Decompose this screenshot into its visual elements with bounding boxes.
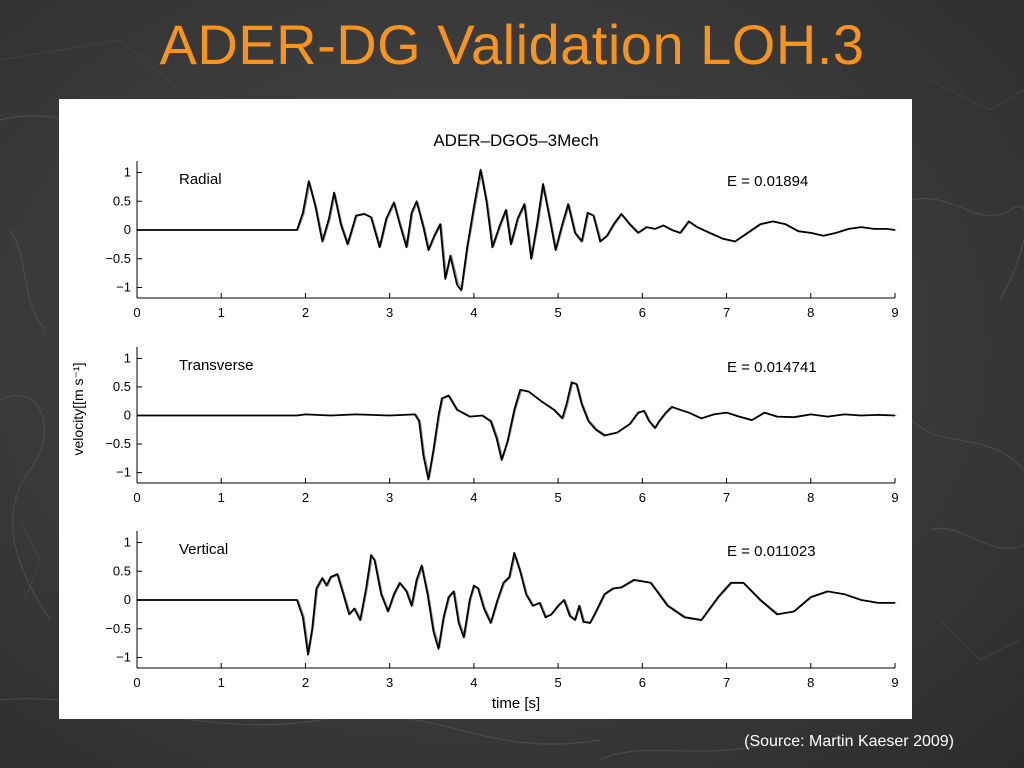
y-tick-label: −0.5 xyxy=(105,621,131,636)
y-tick-label: 1 xyxy=(124,350,131,365)
x-tick-label: 8 xyxy=(807,675,814,690)
x-tick-label: 8 xyxy=(807,305,814,320)
x-tick-label: 6 xyxy=(639,305,646,320)
y-tick-label: −0.5 xyxy=(105,436,131,451)
x-tick-label: 2 xyxy=(302,305,309,320)
x-tick-label: 1 xyxy=(218,675,225,690)
y-axis-label: velocity[[m s⁻¹] xyxy=(70,363,86,456)
x-tick-label: 9 xyxy=(891,490,898,505)
x-tick-label: 2 xyxy=(302,675,309,690)
x-tick-label: 9 xyxy=(891,675,898,690)
error-label: E = 0.011023 xyxy=(727,543,816,560)
ader-trace xyxy=(137,551,895,656)
panel-name: Radial xyxy=(179,171,222,188)
x-tick-label: 5 xyxy=(554,675,561,690)
error-label: E = 0.014741 xyxy=(727,359,817,376)
x-tick-label: 7 xyxy=(723,305,730,320)
x-tick-label: 9 xyxy=(891,305,898,320)
source-credit: (Source: Martin Kaeser 2009) xyxy=(744,733,954,750)
y-tick-label: −1 xyxy=(116,650,131,665)
x-tick-label: 1 xyxy=(218,490,225,505)
x-tick-label: 1 xyxy=(218,305,225,320)
x-tick-label: 8 xyxy=(807,490,814,505)
y-tick-label: 1 xyxy=(124,165,131,180)
ader-trace xyxy=(137,168,896,292)
y-tick-label: −0.5 xyxy=(105,251,131,266)
x-tick-label: 0 xyxy=(133,675,140,690)
seismogram-figure: ADER–DGO5–3Mech velocity[[m s⁻¹] time [s… xyxy=(70,131,899,712)
x-tick-label: 6 xyxy=(639,490,646,505)
x-tick-label: 2 xyxy=(302,490,309,505)
ader-trace xyxy=(137,381,896,481)
x-tick-label: 7 xyxy=(723,490,730,505)
x-tick-label: 4 xyxy=(470,305,477,320)
x-tick-label: 3 xyxy=(386,675,393,690)
x-tick-label: 6 xyxy=(639,675,646,690)
error-label: E = 0.01894 xyxy=(727,173,808,190)
x-tick-label: 4 xyxy=(470,490,477,505)
y-tick-label: 0 xyxy=(124,592,131,607)
y-tick-label: −1 xyxy=(116,280,131,295)
x-tick-label: 4 xyxy=(470,675,477,690)
slide-title: ADER-DG Validation LOH.3 xyxy=(159,13,865,76)
x-tick-label: 3 xyxy=(386,490,393,505)
x-tick-label: 3 xyxy=(386,305,393,320)
y-tick-label: 0 xyxy=(124,408,131,423)
reference-trace xyxy=(138,553,897,654)
figure-panel: ADER–DGO5–3Mech velocity[[m s⁻¹] time [s… xyxy=(59,99,912,719)
x-tick-label: 5 xyxy=(554,305,561,320)
panel-name: Vertical xyxy=(179,541,228,558)
x-tick-label: 0 xyxy=(133,305,140,320)
y-tick-label: 0.5 xyxy=(113,193,131,208)
y-tick-label: 1 xyxy=(124,535,131,550)
chart-title: ADER–DGO5–3Mech xyxy=(433,131,598,150)
x-axis-label: time [s] xyxy=(492,695,540,712)
y-tick-label: −1 xyxy=(116,465,131,480)
y-tick-label: 0.5 xyxy=(113,563,131,578)
panel-name: Transverse xyxy=(179,357,253,374)
y-tick-label: 0.5 xyxy=(113,379,131,394)
x-tick-label: 0 xyxy=(133,490,140,505)
x-tick-label: 7 xyxy=(723,675,730,690)
y-tick-label: 0 xyxy=(124,222,131,237)
x-tick-label: 5 xyxy=(554,490,561,505)
